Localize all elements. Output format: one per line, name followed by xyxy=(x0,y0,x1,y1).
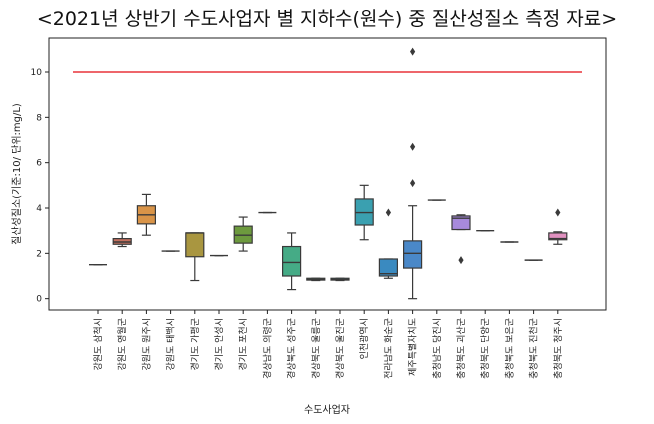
box-11 xyxy=(354,184,374,241)
x-tick-label: 경상남도 의령군 xyxy=(261,318,273,379)
outlier-point xyxy=(458,256,464,265)
x-tick-label: 충청북도 보은군 xyxy=(504,318,515,379)
x-tick-label: 경기도 포천시 xyxy=(237,318,249,371)
x-tick-label: 경상북도 울진군 xyxy=(334,318,346,379)
x-tick-label: 제주특별자치도 xyxy=(407,318,419,376)
box-1 xyxy=(112,232,132,248)
box-19 xyxy=(548,208,568,245)
box-body xyxy=(378,258,398,277)
x-tick-label: 인천광역시 xyxy=(358,318,370,359)
y-tick-label: 10 xyxy=(31,68,43,78)
y-tick-label: 6 xyxy=(36,159,42,169)
x-tick-label: 전라남도 화순군 xyxy=(383,318,394,379)
outlier-point xyxy=(410,142,416,151)
x-tick-label: 강원도 태백시 xyxy=(166,318,177,371)
y-tick-label: 2 xyxy=(36,249,42,259)
x-tick-label: 충청북도 진천군 xyxy=(529,318,540,379)
box-4 xyxy=(185,232,205,282)
box-body xyxy=(548,232,568,241)
outlier-point xyxy=(555,208,561,217)
box-15 xyxy=(451,214,471,265)
x-tick-label: 경기도 안성시 xyxy=(213,318,225,371)
box-6 xyxy=(233,216,253,252)
box-body xyxy=(185,232,205,258)
boxes-group xyxy=(89,47,568,300)
box-12 xyxy=(378,208,398,279)
chart-title: <2021년 상반기 수도사업자 별 지하수(원수) 중 질산성질소 측정 자료… xyxy=(36,8,618,30)
y-tick-label: 8 xyxy=(36,113,42,123)
outlier-point xyxy=(410,47,416,56)
box-body xyxy=(282,245,302,277)
x-tick-label: 충청북도 단양군 xyxy=(480,318,491,379)
x-axis-ticks: 강원도 삼척시 강원도 영월군 강원도 원주시 강원도 태백시 경기도 가평군 경기도 안… xyxy=(93,310,564,379)
x-tick-label: 충청북도 괴산군 xyxy=(456,318,467,379)
y-axis-ticks: 0 2 4 6 8 10 xyxy=(31,68,49,305)
x-tick-label: 강원도 원주시 xyxy=(141,318,152,371)
box-8 xyxy=(282,232,302,291)
x-tick-label: 강원도 삼척시 xyxy=(93,318,104,371)
y-tick-label: 4 xyxy=(36,204,42,214)
box-body xyxy=(403,240,423,269)
x-tick-label: 충청남도 당진시 xyxy=(432,318,443,379)
x-tick-label: 경상북도 울릉군 xyxy=(310,318,322,379)
box-2 xyxy=(136,193,156,236)
outlier-point xyxy=(410,179,416,188)
box-13 xyxy=(403,47,423,300)
x-tick-label: 경기도 가평군 xyxy=(189,318,201,371)
outlier-point xyxy=(385,208,391,217)
box-9 xyxy=(306,277,326,282)
y-tick-label: 0 xyxy=(36,295,42,305)
x-axis-label: 수도사업자 xyxy=(304,403,350,416)
box-body xyxy=(451,215,471,231)
x-tick-label: 충청북도 청주시 xyxy=(553,318,564,379)
plot-area xyxy=(48,37,607,311)
x-tick-label: 강원도 영월군 xyxy=(116,318,128,371)
y-axis-label: 질산성질소(기준:10/ 단위:mg/L) xyxy=(10,103,23,245)
x-tick-label: 경상북도 성주군 xyxy=(286,318,298,379)
box-10 xyxy=(330,277,350,282)
